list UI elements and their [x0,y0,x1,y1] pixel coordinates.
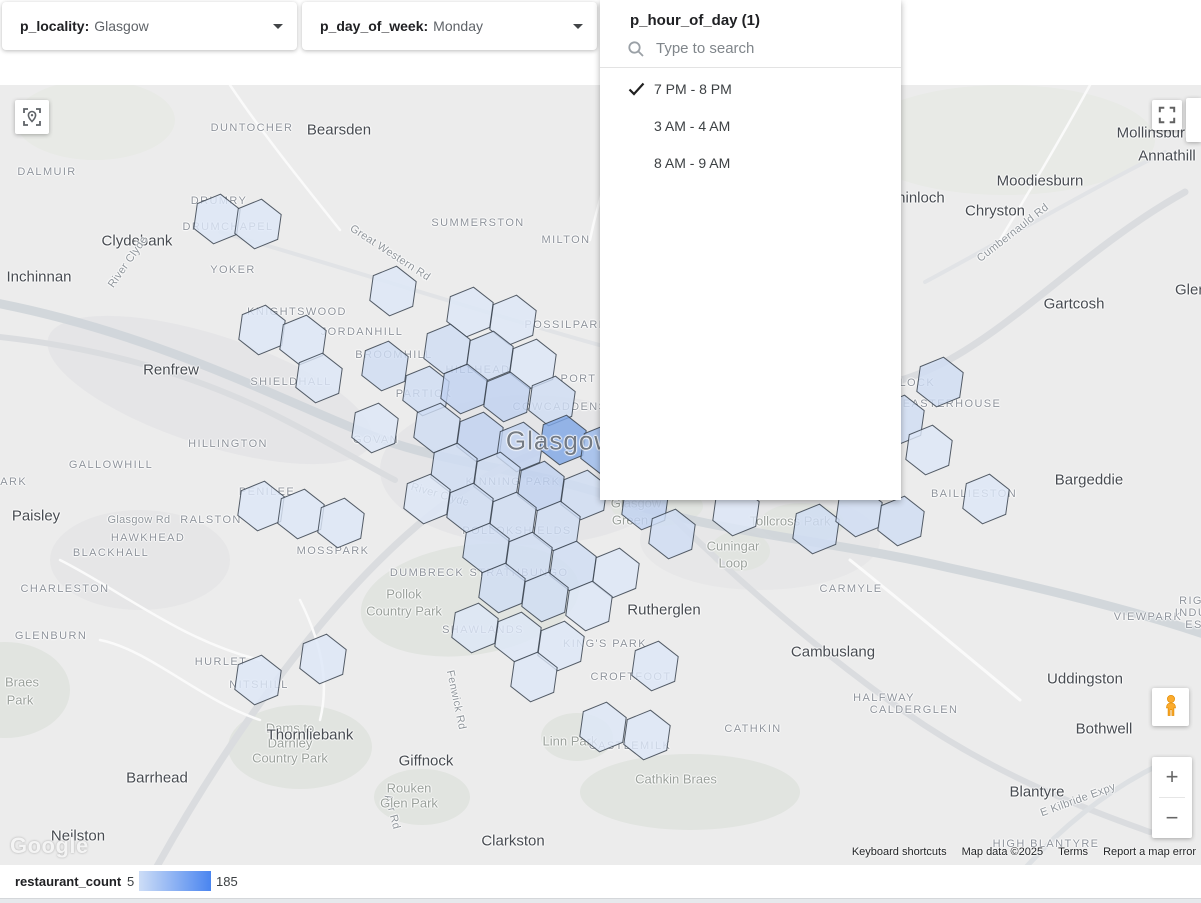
legend-field-name: restaurant_count [15,874,122,889]
dropdown-title: p_hour_of_day (1) [630,12,761,29]
checkmark-icon [628,82,654,96]
dropdown-options: 7 PM - 8 PM 3 AM - 4 AM 8 AM - 9 AM [600,68,901,181]
zoom-control: + − [1152,757,1192,838]
pan-to-location-icon [23,108,41,126]
chevron-down-icon [573,24,583,29]
fullscreen-button[interactable] [1152,100,1182,130]
report-map-error-link[interactable]: Report a map error [1103,846,1196,858]
dropdown-option[interactable]: 3 AM - 4 AM [600,107,901,144]
bottom-strip [0,898,1201,903]
dropdown-option[interactable]: 7 PM - 8 PM [600,70,901,107]
dropdown-option-label: 8 AM - 9 AM [654,154,731,171]
dropdown-option[interactable]: 8 AM - 9 AM [600,144,901,181]
filter-locality-label: p_locality: [20,18,90,34]
filter-day-of-week-label: p_day_of_week: [320,18,429,34]
keyboard-shortcuts-link[interactable]: Keyboard shortcuts [851,846,947,858]
legend-bar: restaurant_count 5 185 [0,865,1201,898]
zoom-in-button[interactable]: + [1165,764,1179,789]
filter-locality-value: Glasgow [94,18,149,34]
google-logo: Google [10,833,89,858]
filter-day-of-week-value: Monday [433,18,483,34]
legend-gradient [139,871,211,891]
map-data-copyright: Map data ©2025 [961,846,1044,858]
hour-of-day-dropdown-panel: p_hour_of_day (1) 7 PM - 8 PM 3 AM - 4 AM… [600,0,901,500]
dropdown-option-label: 3 AM - 4 AM [654,117,731,134]
dropdown-option-label: 7 PM - 8 PM [654,80,732,97]
pegman-button[interactable] [1152,688,1189,726]
dropdown-search-input[interactable] [654,39,854,58]
search-icon [628,40,644,57]
map-attribution: Keyboard shortcuts Map data ©2025 Terms … [852,846,1196,858]
filter-locality[interactable]: p_locality: Glasgow [2,2,297,50]
legend-max-value: 185 [216,874,238,889]
fullscreen-icon [1158,106,1176,124]
chevron-down-icon [273,24,283,29]
pan-to-location-button[interactable] [15,100,49,134]
legend-min-value: 5 [127,874,135,889]
zoom-out-button[interactable]: − [1165,805,1179,830]
dropdown-divider [600,67,901,68]
dropdown-search [600,29,901,67]
filter-day-of-week[interactable]: p_day_of_week: Monday [302,2,597,50]
cutoff-control[interactable] [1186,98,1201,142]
terms-link[interactable]: Terms [1058,846,1089,858]
pegman-icon [1165,694,1176,716]
